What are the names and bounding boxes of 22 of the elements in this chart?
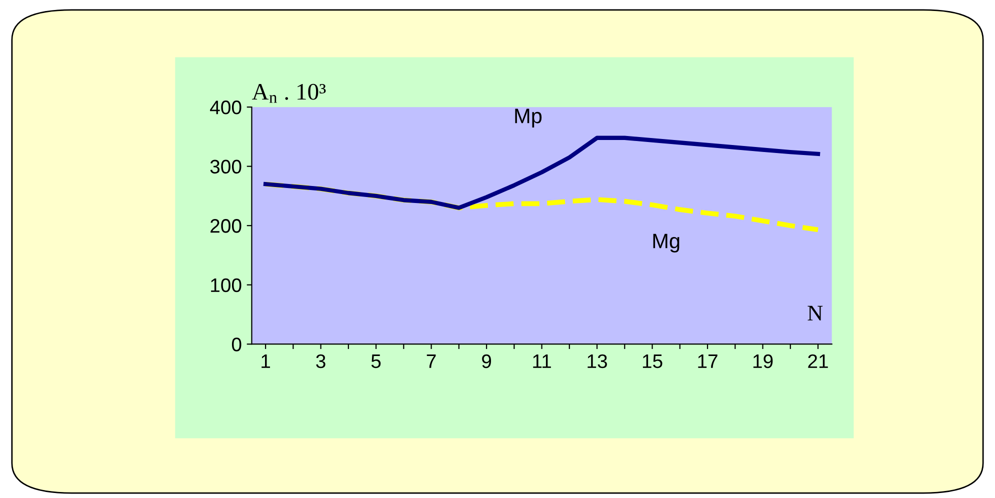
- y-tick-label: 0: [232, 338, 242, 352]
- x-tick-label: 11: [533, 354, 551, 368]
- y-tick-label: 100: [211, 278, 242, 292]
- x-tick-label: 9: [482, 354, 492, 368]
- y-tick-label: 300: [210, 160, 242, 174]
- line-series: [263, 182, 820, 232]
- y-axis-title: A$_{n}$ . 10³: [252, 84, 326, 103]
- line-series: [263, 136, 820, 210]
- x-axis-title: N: [808, 306, 823, 320]
- x-tick-label: 15: [642, 354, 662, 368]
- x-tick-label: 19: [753, 354, 773, 368]
- series-label: Mg: [653, 234, 680, 252]
- x-tick-label: 7: [426, 354, 436, 368]
- x-tick-label: 1: [262, 354, 270, 368]
- x-tick-label: 13: [588, 354, 607, 368]
- y-tick-label: 400: [210, 100, 242, 114]
- x-tick-label: 21: [808, 354, 828, 368]
- y-tick-label: 200: [210, 219, 242, 233]
- x-tick-label: 17: [698, 354, 718, 368]
- x-tick-label: 5: [371, 354, 381, 368]
- x-tick-label: 3: [316, 354, 326, 368]
- series-label: Mp: [515, 108, 542, 128]
